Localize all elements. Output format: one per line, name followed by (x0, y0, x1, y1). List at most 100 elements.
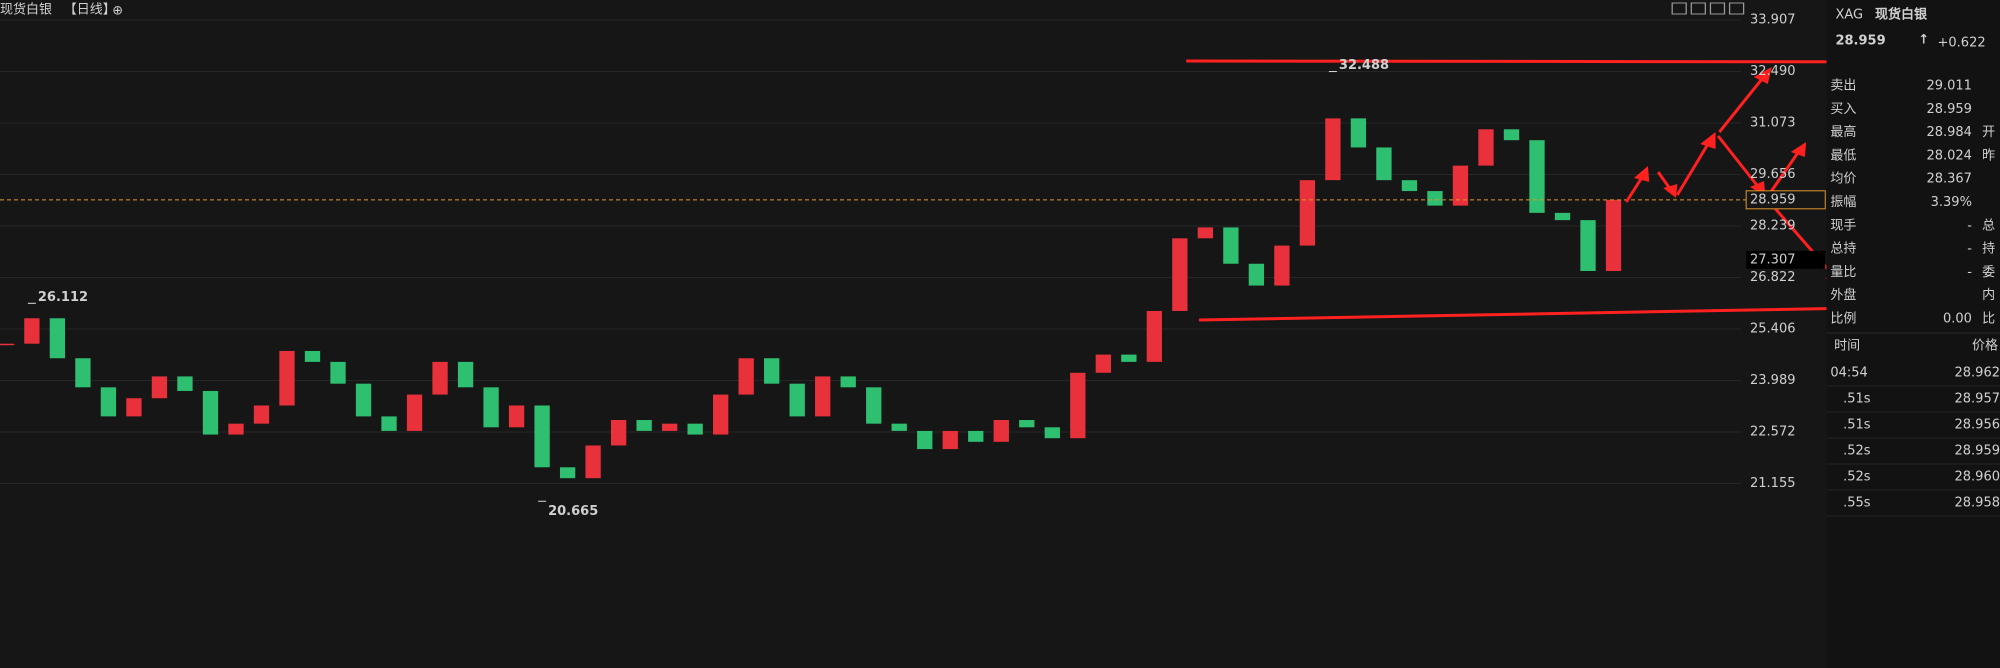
candle (815, 376, 831, 417)
candle (534, 405, 550, 468)
candle (559, 467, 576, 479)
candle (279, 350, 295, 406)
candle (24, 318, 40, 344)
candle (713, 394, 729, 435)
candle (764, 358, 780, 384)
quote-value: 3.39% (1931, 195, 1972, 210)
candle (1197, 227, 1214, 239)
candle (228, 423, 244, 435)
arrow-head (1790, 142, 1807, 157)
candle (1376, 147, 1392, 181)
candles (0, 71, 1824, 502)
candle (126, 398, 142, 417)
y-tick-label: 23.989 (1750, 373, 1796, 388)
quote-value: 28.024 (1926, 148, 1972, 163)
candle (636, 420, 652, 431)
quote-extra: 昨 (1982, 148, 1995, 163)
quote-extra: 比 (1982, 312, 1995, 327)
add-icon[interactable]: ⊕ (112, 4, 123, 19)
quote-code: XAG (1835, 8, 1863, 23)
tool-button[interactable] (1709, 2, 1726, 15)
quote-value: - (1967, 265, 1972, 280)
arrow-head (1663, 184, 1678, 198)
y-tick-label: 25.406 (1750, 321, 1796, 336)
quote-label: 现手 (1830, 218, 1856, 233)
tick-price: 28.957 (1955, 392, 2000, 407)
quote-value: 28.367 (1926, 172, 1972, 187)
tool-button[interactable] (1671, 2, 1687, 15)
annotation-arrow (1626, 176, 1643, 202)
tick-price: 28.958 (1955, 496, 2000, 511)
candle (355, 383, 372, 417)
candle (1427, 191, 1443, 206)
candle (304, 350, 321, 362)
quote-extra: 持 (1982, 242, 1995, 257)
candle (1248, 263, 1265, 286)
candle (1299, 180, 1316, 246)
tick-time: 04:54 (1830, 366, 1867, 381)
candle (891, 423, 907, 431)
candle (177, 376, 193, 391)
candle (1350, 118, 1367, 148)
candle (789, 383, 805, 417)
candle (1172, 238, 1188, 311)
candle (968, 430, 984, 442)
quote-label: 外盘 (1830, 287, 1856, 303)
tick-time: .51s (1843, 392, 1871, 407)
quote-label: 最高 (1830, 124, 1856, 140)
ticks-header-time: 时间 (1834, 339, 1860, 354)
period: 【日线】 (64, 3, 116, 18)
y-tick-label: 31.073 (1750, 115, 1796, 130)
quote-change: +0.622 (1938, 36, 1986, 51)
candle (1146, 310, 1162, 362)
candle (738, 358, 754, 395)
candle (1095, 354, 1111, 373)
candle (406, 394, 423, 431)
quote-extra: 内 (1982, 287, 1995, 303)
quote-extra: 开 (1982, 125, 1995, 140)
quote-label: 振幅 (1830, 195, 1856, 210)
candle (1274, 245, 1290, 286)
panel-bg (1826, 0, 2000, 668)
candle (381, 416, 397, 431)
candle (151, 376, 168, 399)
tick-price: 28.956 (1955, 418, 2000, 433)
quote-value: 0.00 (1943, 312, 1972, 327)
annotation-arrow (1718, 136, 1758, 186)
quote-extra: 总 (1982, 218, 1995, 233)
quote-value: - (1967, 218, 1972, 233)
quote-value: - (1967, 242, 1972, 257)
candle (687, 423, 703, 435)
candle (942, 430, 958, 450)
candle (1580, 220, 1596, 272)
quote-label: 最低 (1830, 148, 1856, 163)
candle (49, 318, 66, 359)
candle (1325, 118, 1341, 181)
candle (1019, 420, 1035, 428)
tick-time: .51s (1843, 418, 1871, 433)
tool-button[interactable] (1690, 2, 1706, 15)
y-tick-label: 32.490 (1750, 64, 1796, 79)
arrow-head (1700, 132, 1716, 149)
arrow-head (1633, 166, 1650, 182)
candle (483, 387, 499, 428)
quote-label: 买入 (1830, 102, 1856, 117)
quote-label: 量比 (1830, 265, 1856, 280)
candle (100, 387, 117, 417)
candle (330, 361, 346, 384)
low-box (1746, 250, 1826, 269)
tick-price: 28.959 (1955, 444, 2000, 459)
tool-button[interactable] (1728, 2, 1745, 15)
candle (1529, 140, 1545, 213)
symbol: 现货白银 (0, 2, 52, 18)
tick-price: 28.960 (1955, 470, 2000, 485)
y-tick-label: 28.239 (1750, 218, 1796, 233)
quote-name: 现货白银 (1875, 7, 1928, 23)
candle (917, 430, 933, 450)
quote-extra: 委 (1982, 265, 1995, 280)
candle (1605, 199, 1622, 272)
tick-time: .52s (1843, 470, 1871, 485)
